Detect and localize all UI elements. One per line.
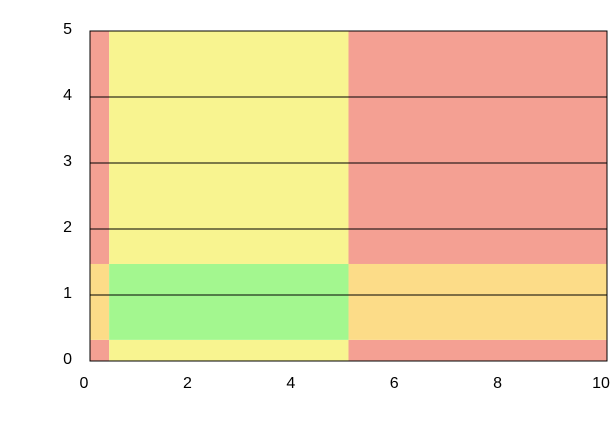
x-tick-label: 4 bbox=[286, 375, 295, 392]
region bbox=[90, 339, 110, 361]
y-tick-label: 0 bbox=[63, 351, 72, 368]
region bbox=[109, 339, 349, 361]
tick-labels: 0 1 2 3 4 5 0 2 4 6 8 10 bbox=[63, 21, 610, 392]
y-tick-label: 3 bbox=[63, 153, 72, 170]
region bbox=[90, 31, 110, 264]
x-tick-label: 2 bbox=[183, 375, 192, 392]
plot-frame bbox=[89, 30, 608, 362]
regions bbox=[90, 31, 607, 361]
region bbox=[348, 263, 607, 340]
x-tick-label: 6 bbox=[390, 375, 399, 392]
y-tick-label: 5 bbox=[63, 21, 72, 38]
region bbox=[109, 263, 349, 340]
y-tick-label: 4 bbox=[63, 87, 72, 104]
y-tick-label: 2 bbox=[63, 219, 72, 236]
x-tick-label: 10 bbox=[592, 375, 610, 392]
x-tick-label: 0 bbox=[80, 375, 89, 392]
region bbox=[90, 263, 110, 340]
region bbox=[348, 31, 607, 264]
y-tick-label: 1 bbox=[63, 285, 72, 302]
region bbox=[348, 339, 607, 361]
region bbox=[109, 31, 349, 264]
x-tick-label: 8 bbox=[493, 375, 502, 392]
